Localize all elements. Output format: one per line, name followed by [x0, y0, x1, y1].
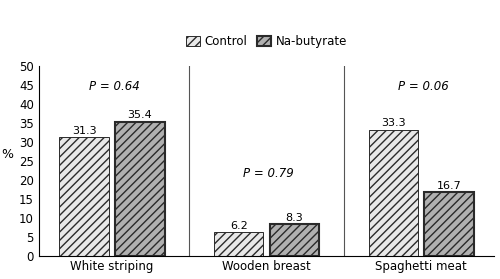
Bar	[214, 232, 264, 256]
Bar	[368, 130, 418, 256]
Text: P = 0.79: P = 0.79	[244, 167, 294, 180]
Text: 31.3: 31.3	[72, 126, 96, 136]
Text: 8.3: 8.3	[286, 213, 304, 223]
Legend: Control, Na-butyrate: Control, Na-butyrate	[181, 31, 352, 53]
Bar	[60, 137, 109, 256]
Text: 6.2: 6.2	[230, 221, 248, 231]
Text: 33.3: 33.3	[381, 118, 406, 128]
Y-axis label: %: %	[1, 148, 13, 161]
Bar	[270, 224, 319, 256]
Bar	[424, 193, 474, 256]
Text: P = 0.06: P = 0.06	[398, 80, 448, 93]
Text: P = 0.64: P = 0.64	[89, 80, 140, 93]
Text: 35.4: 35.4	[128, 110, 152, 120]
Bar	[115, 122, 164, 256]
Text: 16.7: 16.7	[436, 181, 462, 191]
